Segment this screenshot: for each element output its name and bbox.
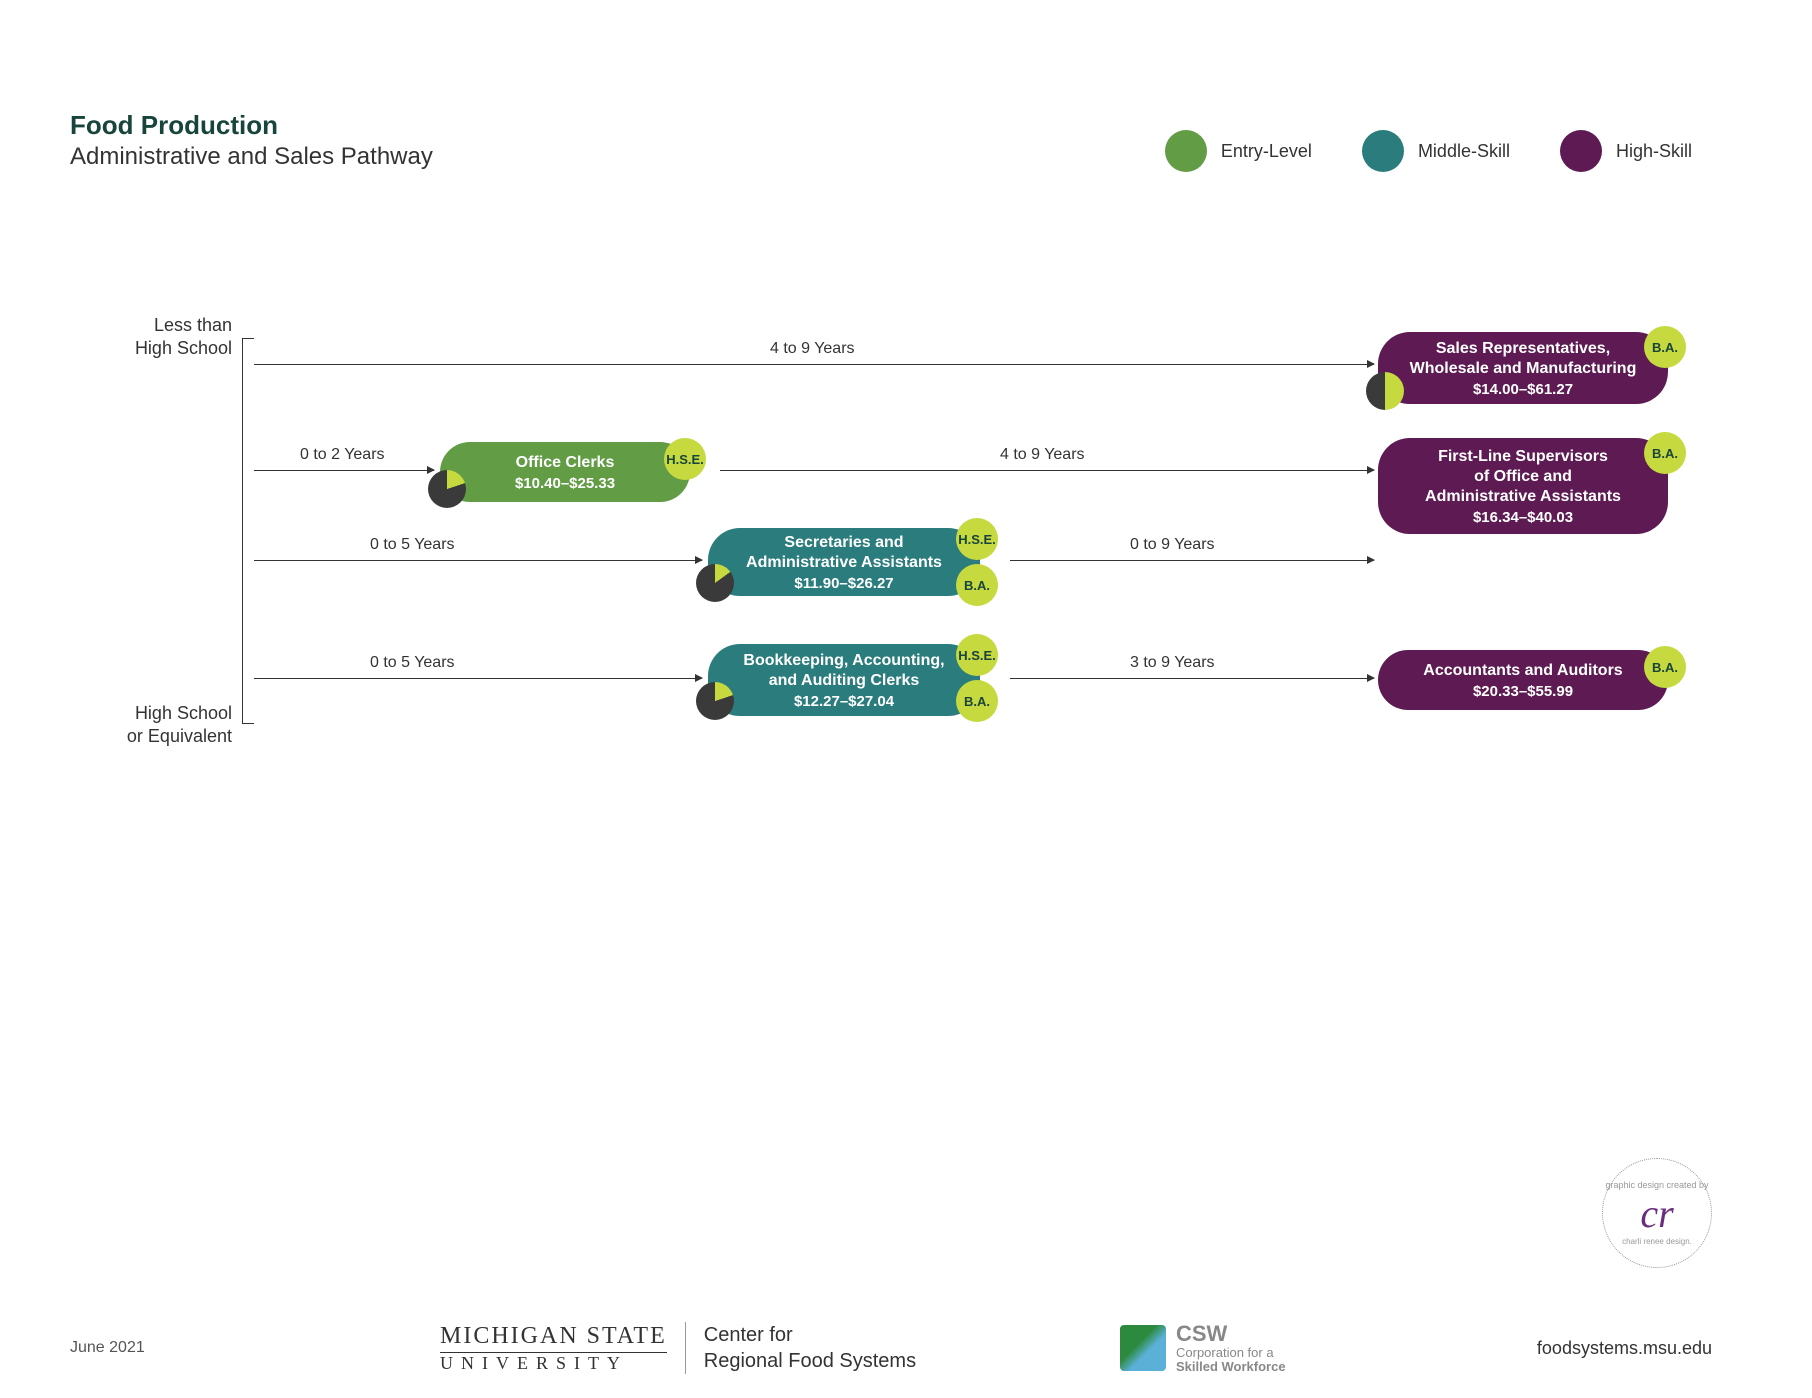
arrow-3-label: 4 to 9 Years — [1000, 446, 1085, 464]
legend-label-high: High-Skill — [1616, 141, 1692, 162]
design-credit-top: graphic design created by — [1605, 1180, 1708, 1190]
legend-dot-middle — [1362, 130, 1404, 172]
pie-bookkeeping — [696, 682, 734, 720]
node-sales-reps-title: Sales Representatives, Wholesale and Man… — [1410, 339, 1637, 379]
arrow-3 — [720, 470, 1374, 471]
msu-bottom-text: UNIVERSITY — [440, 1353, 667, 1374]
pathway-diagram: Less thanHigh School High Schoolor Equiv… — [130, 320, 1690, 800]
arrow-7 — [1010, 678, 1374, 679]
badge-bookkeeping-hse: H.S.E. — [956, 634, 998, 676]
node-accountants-wage: $20.33–$55.99 — [1473, 683, 1573, 700]
node-supervisors: First-Line Supervisors of Office and Adm… — [1378, 438, 1668, 534]
arrow-6 — [254, 678, 702, 679]
csw-text: CSW Corporation for a Skilled Workforce — [1176, 1322, 1286, 1375]
start-bracket — [242, 338, 254, 724]
node-accountants-title: Accountants and Auditors — [1423, 661, 1622, 681]
node-supervisors-wage: $16.34–$40.03 — [1473, 509, 1573, 526]
design-credit-bottom: charli renee design. — [1622, 1237, 1692, 1246]
page-subtitle: Administrative and Sales Pathway — [70, 143, 433, 171]
legend-dot-entry — [1165, 130, 1207, 172]
arrow-4 — [254, 560, 702, 561]
node-bookkeeping: Bookkeeping, Accounting, and Auditing Cl… — [708, 644, 980, 716]
node-sales-reps-wage: $14.00–$61.27 — [1473, 381, 1573, 398]
node-secretaries-title: Secretaries and Administrative Assistant… — [746, 533, 942, 573]
pie-secretaries — [696, 564, 734, 602]
msu-wordmark: MICHIGAN STATE UNIVERSITY — [440, 1323, 667, 1374]
badge-office-clerks-hse: H.S.E. — [664, 438, 706, 480]
legend-middle-skill: Middle-Skill — [1362, 130, 1510, 172]
footer-url: foodsystems.msu.edu — [1537, 1338, 1712, 1359]
pie-office-clerks — [428, 470, 466, 508]
arrow-4-label: 0 to 5 Years — [370, 536, 455, 554]
node-office-clerks-title: Office Clerks — [516, 453, 615, 473]
node-bookkeeping-wage: $12.27–$27.04 — [794, 693, 894, 710]
arrow-1-label: 4 to 9 Years — [770, 340, 855, 358]
legend-high-skill: High-Skill — [1560, 130, 1692, 172]
arrow-7-label: 3 to 9 Years — [1130, 654, 1215, 672]
legend: Entry-Level Middle-Skill High-Skill — [1165, 130, 1692, 172]
arrow-5 — [1010, 560, 1374, 561]
node-sales-reps: Sales Representatives, Wholesale and Man… — [1378, 332, 1668, 404]
start-label-top: Less thanHigh School — [122, 314, 232, 361]
node-supervisors-title: First-Line Supervisors of Office and Adm… — [1425, 447, 1621, 507]
page-title: Food Production — [70, 110, 433, 141]
badge-secretaries-hse: H.S.E. — [956, 518, 998, 560]
design-credit-initials: cr — [1640, 1190, 1673, 1237]
design-credit-badge: graphic design created by cr charli rene… — [1602, 1158, 1712, 1268]
node-secretaries-wage: $11.90–$26.27 — [794, 575, 893, 592]
msu-logo: MICHIGAN STATE UNIVERSITY Center for Reg… — [440, 1322, 916, 1374]
node-secretaries: Secretaries and Administrative Assistant… — [708, 528, 980, 596]
node-accountants: Accountants and Auditors $20.33–$55.99 — [1378, 650, 1668, 710]
csw-logo: CSW Corporation for a Skilled Workforce — [1120, 1322, 1286, 1375]
csw-icon — [1120, 1325, 1166, 1371]
start-label-bottom: High Schoolor Equivalent — [122, 702, 232, 749]
msu-divider — [685, 1322, 686, 1374]
badge-accountants-ba: B.A. — [1644, 646, 1686, 688]
node-office-clerks-wage: $10.40–$25.33 — [515, 475, 615, 492]
arrow-2-label: 0 to 2 Years — [300, 446, 385, 464]
csw-sub: Corporation for a Skilled Workforce — [1176, 1346, 1286, 1375]
footer-date: June 2021 — [70, 1339, 145, 1357]
legend-entry-level: Entry-Level — [1165, 130, 1312, 172]
legend-label-entry: Entry-Level — [1221, 141, 1312, 162]
node-bookkeeping-title: Bookkeeping, Accounting, and Auditing Cl… — [743, 651, 944, 691]
arrow-5-label: 0 to 9 Years — [1130, 536, 1215, 554]
csw-title: CSW — [1176, 1322, 1286, 1346]
badge-sales-reps-ba: B.A. — [1644, 326, 1686, 368]
arrow-6-label: 0 to 5 Years — [370, 654, 455, 672]
arrow-2 — [254, 470, 434, 471]
legend-dot-high — [1560, 130, 1602, 172]
node-office-clerks: Office Clerks $10.40–$25.33 — [440, 442, 690, 502]
legend-label-middle: Middle-Skill — [1418, 141, 1510, 162]
msu-top-text: MICHIGAN STATE — [440, 1323, 667, 1353]
pie-sales-reps — [1366, 372, 1404, 410]
page-header: Food Production Administrative and Sales… — [70, 110, 433, 171]
arrow-1 — [254, 364, 1374, 365]
badge-bookkeeping-ba: B.A. — [956, 680, 998, 722]
badge-secretaries-ba: B.A. — [956, 564, 998, 606]
crfs-name: Center for Regional Food Systems — [704, 1322, 916, 1374]
badge-supervisors-ba: B.A. — [1644, 432, 1686, 474]
